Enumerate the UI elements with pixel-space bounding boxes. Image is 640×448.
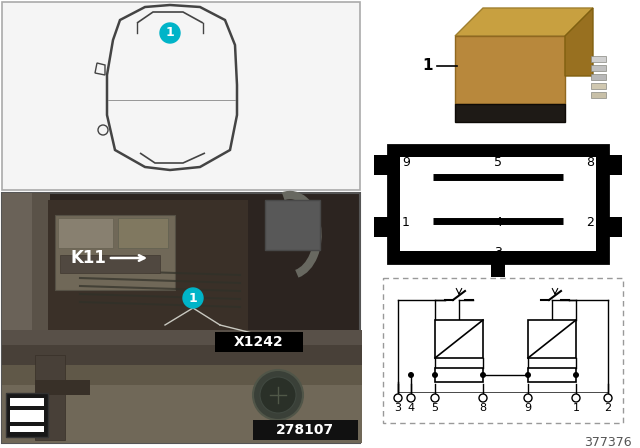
Bar <box>374 155 388 175</box>
Bar <box>2 365 362 443</box>
Circle shape <box>573 372 579 378</box>
Bar <box>35 355 65 440</box>
Bar <box>491 263 505 277</box>
Bar <box>2 330 362 345</box>
Bar <box>2 330 362 365</box>
Text: 1: 1 <box>189 292 197 305</box>
Bar <box>591 92 606 98</box>
Bar <box>60 255 160 273</box>
Text: 5: 5 <box>431 403 438 413</box>
Bar <box>608 155 622 175</box>
Bar <box>591 65 606 71</box>
Text: 2: 2 <box>586 216 594 229</box>
Bar <box>388 145 608 263</box>
Text: 4: 4 <box>494 216 502 229</box>
Bar <box>591 83 606 89</box>
Bar <box>400 157 596 251</box>
Bar <box>118 218 168 248</box>
Text: 8: 8 <box>586 155 594 168</box>
Circle shape <box>525 372 531 378</box>
Text: 1: 1 <box>402 216 410 229</box>
Bar <box>383 278 623 423</box>
Text: 1: 1 <box>573 403 579 413</box>
Bar <box>10 426 44 432</box>
Text: 1: 1 <box>422 59 433 73</box>
Bar <box>435 320 483 358</box>
Bar <box>435 368 483 382</box>
Text: 5: 5 <box>494 155 502 168</box>
Circle shape <box>394 394 402 402</box>
Bar <box>591 74 606 80</box>
Text: 4: 4 <box>408 403 415 413</box>
Bar <box>253 420 358 440</box>
Circle shape <box>407 394 415 402</box>
Circle shape <box>604 394 612 402</box>
Circle shape <box>260 377 296 413</box>
Bar <box>591 56 606 62</box>
Circle shape <box>479 394 487 402</box>
Bar <box>455 36 565 104</box>
Circle shape <box>253 370 303 420</box>
Text: 278107: 278107 <box>276 423 334 437</box>
Circle shape <box>408 372 414 378</box>
Polygon shape <box>455 8 593 36</box>
Polygon shape <box>95 63 105 75</box>
Text: 9: 9 <box>524 403 532 413</box>
Bar <box>455 104 565 122</box>
Bar <box>374 217 388 237</box>
Bar <box>528 368 576 382</box>
Text: 1: 1 <box>166 26 174 39</box>
Circle shape <box>572 394 580 402</box>
Text: 8: 8 <box>479 403 486 413</box>
Circle shape <box>160 23 180 43</box>
Text: K11: K11 <box>70 249 106 267</box>
Bar <box>528 320 576 358</box>
Bar <box>265 200 320 250</box>
Text: 2: 2 <box>604 403 612 413</box>
Polygon shape <box>565 8 593 76</box>
Bar <box>2 365 362 385</box>
Bar <box>58 218 113 248</box>
Bar <box>48 200 248 330</box>
Bar <box>608 217 622 237</box>
Bar <box>35 380 90 395</box>
Bar <box>215 332 303 352</box>
Text: 3: 3 <box>494 246 502 259</box>
Circle shape <box>480 372 486 378</box>
Bar <box>2 193 50 443</box>
Text: 9: 9 <box>402 155 410 168</box>
Text: X1242: X1242 <box>234 335 284 349</box>
Circle shape <box>432 372 438 378</box>
Bar <box>2 193 360 443</box>
Bar <box>55 215 175 290</box>
Circle shape <box>524 394 532 402</box>
Circle shape <box>431 394 439 402</box>
Text: 377376: 377376 <box>584 436 632 448</box>
Bar <box>2 193 32 443</box>
Bar <box>6 393 48 437</box>
Text: 3: 3 <box>394 403 401 413</box>
Circle shape <box>183 288 203 308</box>
Bar <box>10 410 44 422</box>
Bar <box>2 2 360 190</box>
Bar <box>10 398 44 406</box>
